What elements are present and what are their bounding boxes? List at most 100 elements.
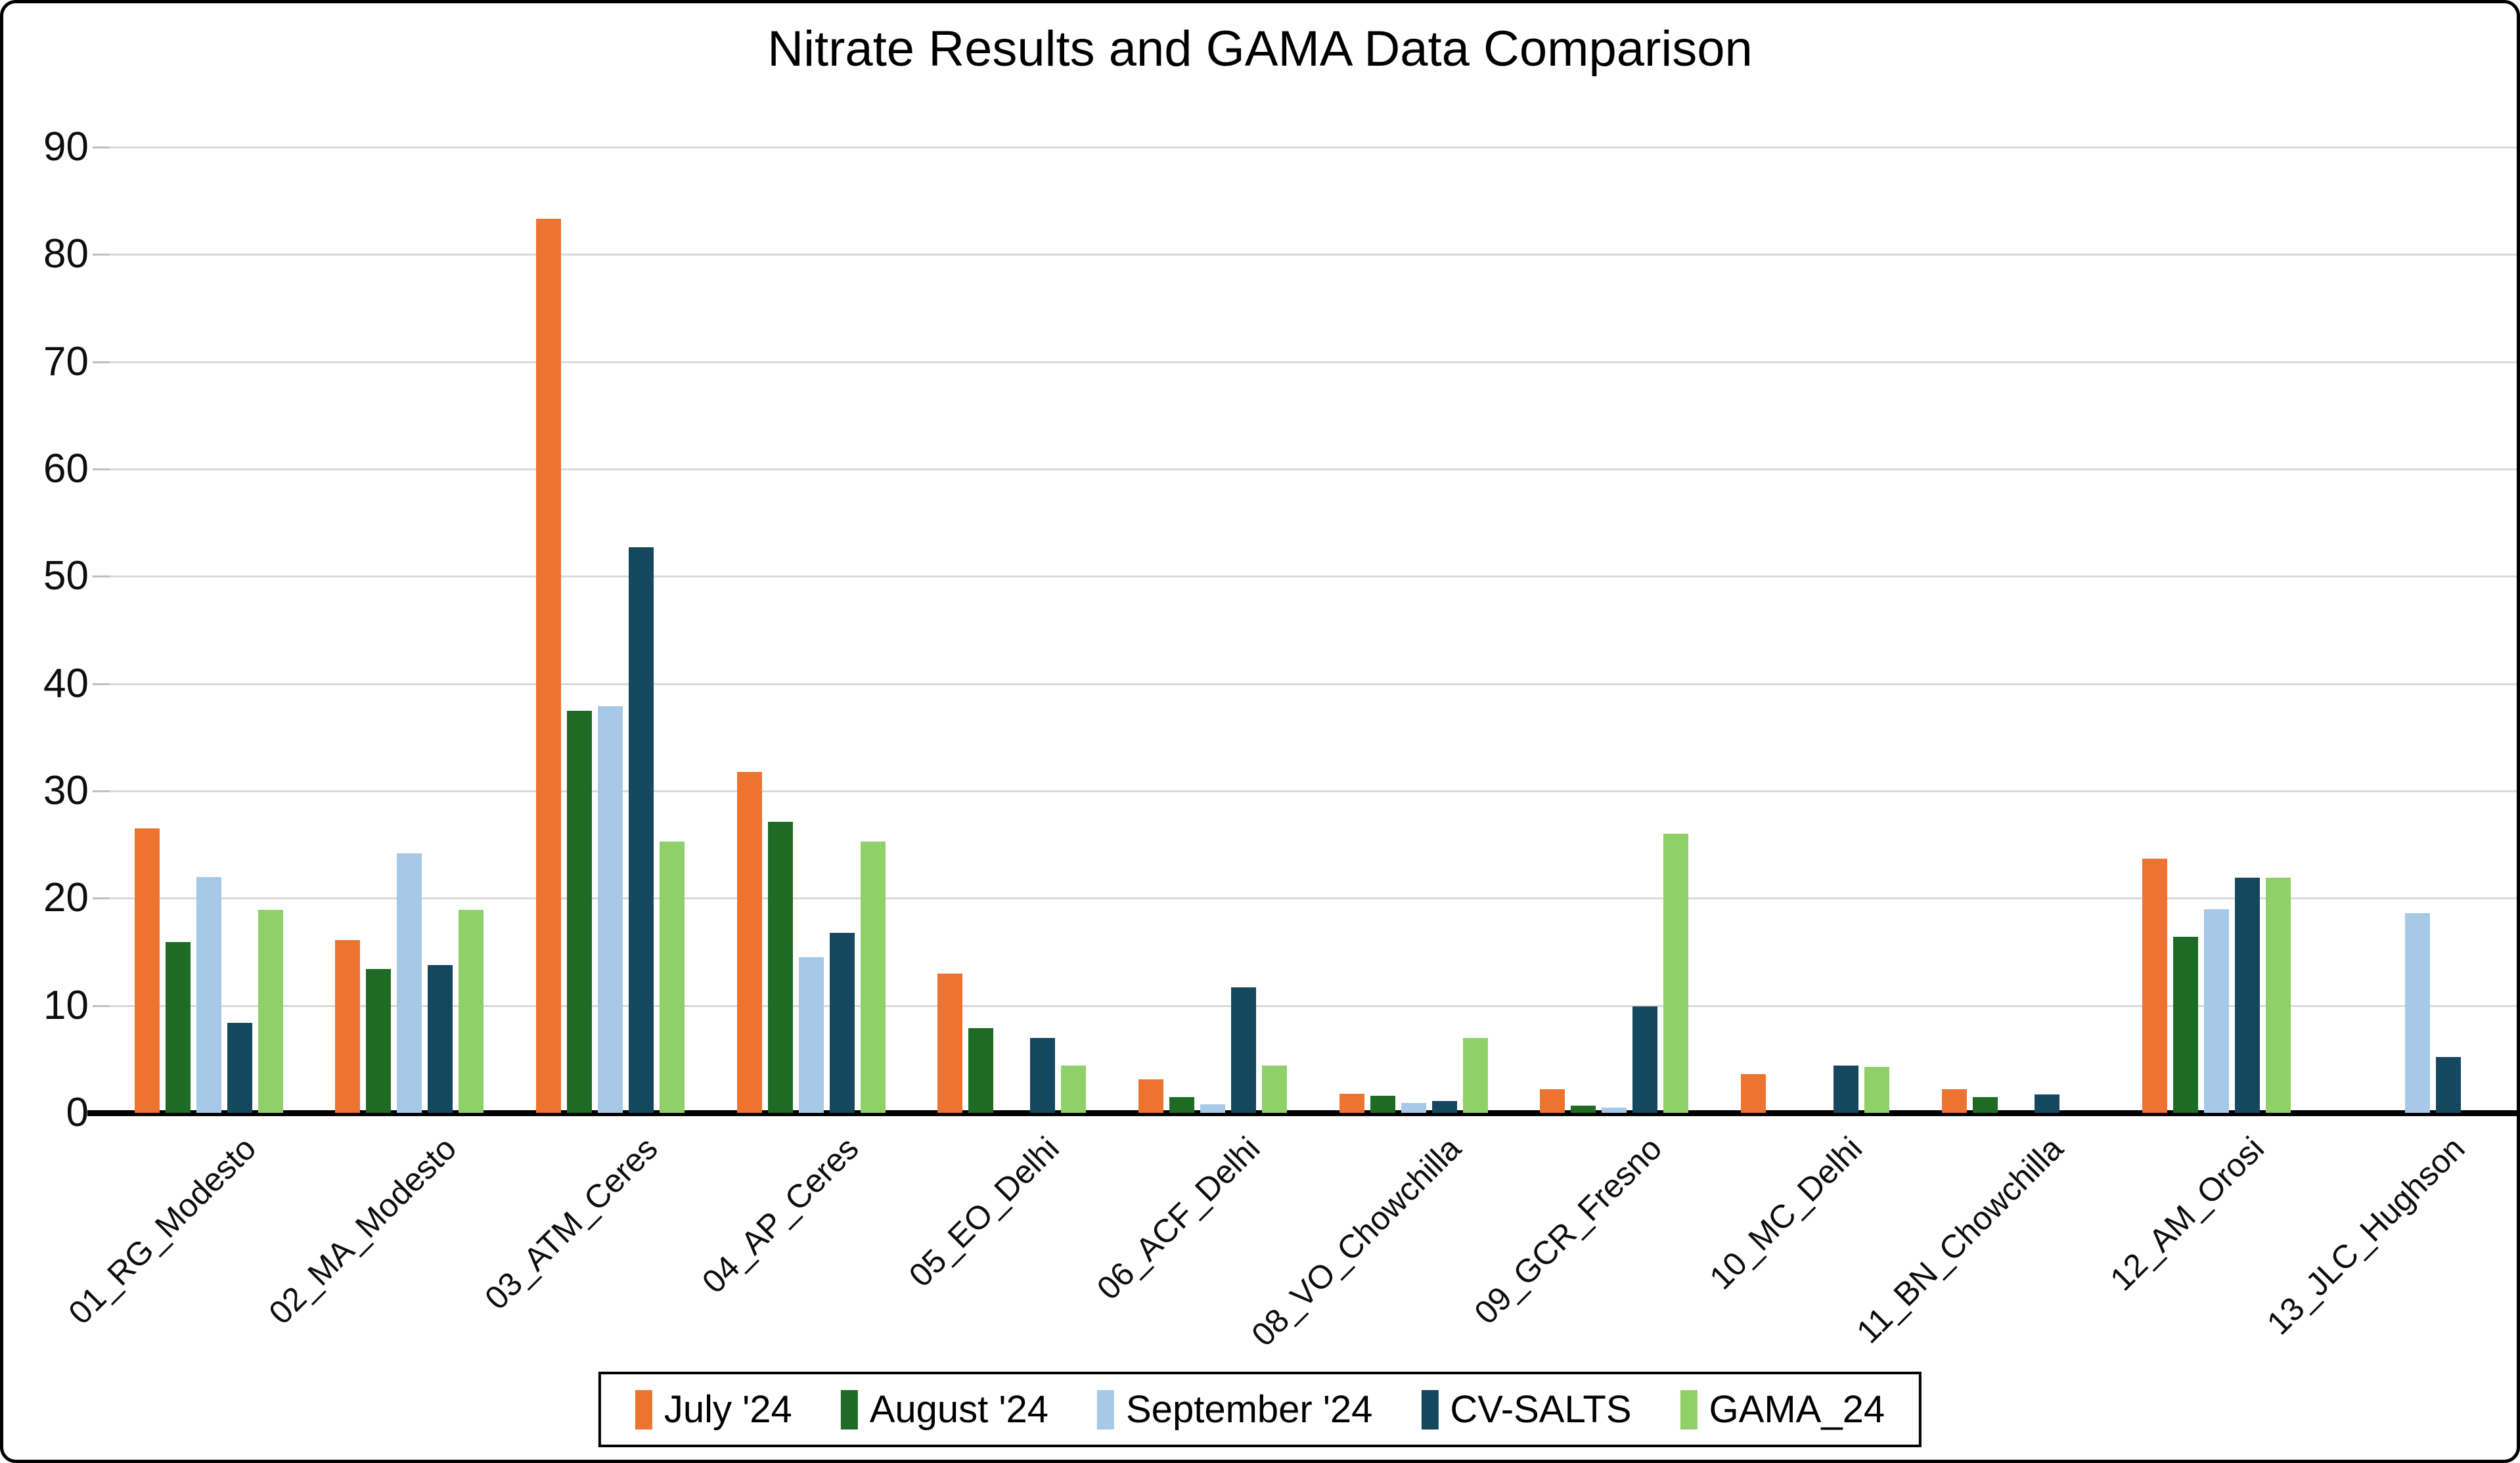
x-axis-label-12_AM_Orosi: 12_AM_Orosi	[2103, 1129, 2271, 1298]
y-axis-tick-label-30: 30	[43, 768, 89, 813]
bar-September '24-09_GCR_Fresno[interactable]	[1602, 1107, 1627, 1113]
bar-CV-SALTS-13_JLC_Hughson[interactable]	[2436, 1057, 2462, 1113]
bar-July '24-09_GCR_Fresno[interactable]	[1540, 1089, 1565, 1113]
bar-group-10_MC_Delhi	[1715, 147, 1916, 1113]
y-tick-mark-60	[93, 468, 110, 470]
legend-label-CV-SALTS: CV-SALTS	[1450, 1388, 1632, 1431]
bar-GAMA_24-08_VO_Chowchilla[interactable]	[1462, 1037, 1488, 1113]
legend-item-CV-SALTS[interactable]: CV-SALTS	[1421, 1387, 1632, 1431]
x-axis-label-06_ACF_Delhi: 06_ACF_Delhi	[1089, 1129, 1267, 1307]
bar-August '24-02_MA_Modesto[interactable]	[366, 969, 392, 1113]
y-tick-mark-70	[93, 361, 110, 363]
legend-swatch-September '24	[1097, 1389, 1114, 1429]
gridline-70	[110, 361, 2517, 363]
bar-CV-SALTS-01_RG_Modesto[interactable]	[227, 1022, 252, 1113]
x-axis-label-11_BN_Chowchilla: 11_BN_Chowchilla	[1849, 1129, 2071, 1351]
gridline-60	[110, 468, 2517, 470]
bar-GAMA_24-06_ACF_Delhi[interactable]	[1262, 1066, 1288, 1113]
bar-GAMA_24-10_MC_Delhi[interactable]	[1864, 1066, 1890, 1113]
y-axis-tick-label-90: 90	[43, 124, 89, 169]
bar-CV-SALTS-11_BN_Chowchilla[interactable]	[2034, 1094, 2059, 1113]
bar-July '24-12_AM_Orosi[interactable]	[2142, 858, 2168, 1113]
gridline-80	[110, 254, 2517, 256]
bar-September '24-12_AM_Orosi[interactable]	[2204, 909, 2230, 1113]
bar-GAMA_24-12_AM_Orosi[interactable]	[2266, 878, 2291, 1113]
bar-GAMA_24-01_RG_Modesto[interactable]	[258, 910, 283, 1113]
y-axis-tick-label-70: 70	[43, 338, 89, 384]
x-axis-label-05_EO_Delhi: 05_EO_Delhi	[901, 1129, 1066, 1294]
y-axis-tick-label-20: 20	[43, 875, 89, 921]
chart-title: Nitrate Results and GAMA Data Comparison	[767, 21, 1753, 77]
gridline-90	[110, 146, 2517, 148]
x-axis-label-04_AP_Ceres: 04_AP_Ceres	[694, 1129, 866, 1301]
bar-CV-SALTS-06_ACF_Delhi[interactable]	[1231, 987, 1257, 1113]
bar-August '24-09_GCR_Fresno[interactable]	[1571, 1105, 1596, 1113]
legend-item-August '24[interactable]: August '24	[840, 1387, 1048, 1431]
legend-label-August '24: August '24	[869, 1388, 1048, 1431]
bar-September '24-01_RG_Modesto[interactable]	[196, 876, 221, 1113]
legend-swatch-July '24	[635, 1389, 652, 1429]
bar-CV-SALTS-05_EO_Delhi[interactable]	[1030, 1037, 1056, 1113]
bar-group-04_AP_Ceres	[711, 147, 912, 1113]
legend-swatch-CV-SALTS	[1421, 1389, 1439, 1429]
bar-CV-SALTS-08_VO_Chowchilla[interactable]	[1431, 1101, 1457, 1113]
bar-September '24-08_VO_Chowchilla[interactable]	[1401, 1103, 1426, 1113]
bar-September '24-06_ACF_Delhi[interactable]	[1200, 1104, 1226, 1113]
bar-GAMA_24-05_EO_Delhi[interactable]	[1061, 1066, 1087, 1113]
y-tick-mark-80	[93, 254, 110, 256]
bar-August '24-03_ATM_Ceres[interactable]	[567, 710, 593, 1113]
x-axis-label-03_ATM_Ceres: 03_ATM_Ceres	[477, 1129, 665, 1317]
plot-right-border	[2517, 147, 2519, 1113]
bar-GAMA_24-02_MA_Modesto[interactable]	[459, 910, 484, 1113]
bar-group-03_ATM_Ceres	[510, 147, 711, 1113]
bar-CV-SALTS-04_AP_Ceres[interactable]	[829, 932, 855, 1113]
bar-group-11_BN_Chowchilla	[1916, 147, 2117, 1113]
bar-September '24-03_ATM_Ceres[interactable]	[598, 706, 623, 1113]
legend-label-September '24: September '24	[1126, 1388, 1373, 1431]
bar-group-01_RG_Modesto	[108, 147, 309, 1113]
legend-swatch-August '24	[840, 1389, 858, 1429]
y-tick-mark-20	[93, 897, 110, 900]
bar-group-12_AM_Orosi	[2117, 147, 2318, 1113]
bar-August '24-06_ACF_Delhi[interactable]	[1169, 1096, 1195, 1113]
legend-item-September '24[interactable]: September '24	[1097, 1387, 1372, 1431]
bar-August '24-08_VO_Chowchilla[interactable]	[1370, 1095, 1395, 1113]
bar-July '24-08_VO_Chowchilla[interactable]	[1339, 1093, 1364, 1113]
bar-July '24-06_ACF_Delhi[interactable]	[1138, 1079, 1164, 1113]
bar-August '24-05_EO_Delhi[interactable]	[968, 1027, 994, 1113]
bar-GAMA_24-03_ATM_Ceres[interactable]	[660, 841, 685, 1113]
bar-July '24-04_AP_Ceres[interactable]	[736, 771, 762, 1113]
bar-CV-SALTS-03_ATM_Ceres[interactable]	[629, 547, 654, 1113]
bar-July '24-03_ATM_Ceres[interactable]	[536, 219, 562, 1113]
bar-CV-SALTS-12_AM_Orosi[interactable]	[2235, 878, 2261, 1113]
bar-CV-SALTS-02_MA_Modesto[interactable]	[428, 964, 453, 1113]
bar-CV-SALTS-09_GCR_Fresno[interactable]	[1632, 1006, 1658, 1113]
bar-July '24-02_MA_Modesto[interactable]	[335, 940, 361, 1113]
bar-July '24-10_MC_Delhi[interactable]	[1741, 1074, 1766, 1113]
bar-GAMA_24-04_AP_Ceres[interactable]	[860, 841, 886, 1113]
x-axis-label-13_JLC_Hughson: 13_JLC_Hughson	[2259, 1129, 2472, 1342]
y-axis-tick-label-80: 80	[43, 231, 89, 277]
legend-item-July '24[interactable]: July '24	[635, 1387, 792, 1431]
y-axis-tick-label-60: 60	[43, 446, 89, 491]
gridline-10	[110, 1004, 2517, 1007]
bar-July '24-05_EO_Delhi[interactable]	[937, 973, 963, 1113]
gridline-50	[110, 575, 2517, 578]
bar-August '24-11_BN_Chowchilla[interactable]	[1972, 1096, 1998, 1113]
bar-August '24-12_AM_Orosi[interactable]	[2173, 937, 2199, 1113]
bar-July '24-01_RG_Modesto[interactable]	[134, 828, 160, 1113]
legend-item-GAMA_24[interactable]: GAMA_24	[1680, 1387, 1885, 1431]
x-axis-line	[87, 1110, 2517, 1116]
bar-July '24-11_BN_Chowchilla[interactable]	[1941, 1089, 1967, 1113]
y-tick-mark-90	[93, 146, 110, 148]
bar-August '24-04_AP_Ceres[interactable]	[767, 822, 793, 1113]
bar-September '24-02_MA_Modesto[interactable]	[397, 853, 422, 1113]
bar-CV-SALTS-10_MC_Delhi[interactable]	[1834, 1066, 1859, 1113]
y-axis-tick-label-40: 40	[43, 660, 89, 706]
bar-September '24-13_JLC_Hughson[interactable]	[2405, 913, 2431, 1113]
gridline-40	[110, 683, 2517, 685]
x-axis-label-01_RG_Modesto: 01_RG_Modesto	[61, 1129, 263, 1332]
bar-August '24-01_RG_Modesto[interactable]	[165, 942, 191, 1113]
bar-September '24-04_AP_Ceres[interactable]	[798, 957, 824, 1113]
bar-GAMA_24-09_GCR_Fresno[interactable]	[1663, 834, 1689, 1113]
